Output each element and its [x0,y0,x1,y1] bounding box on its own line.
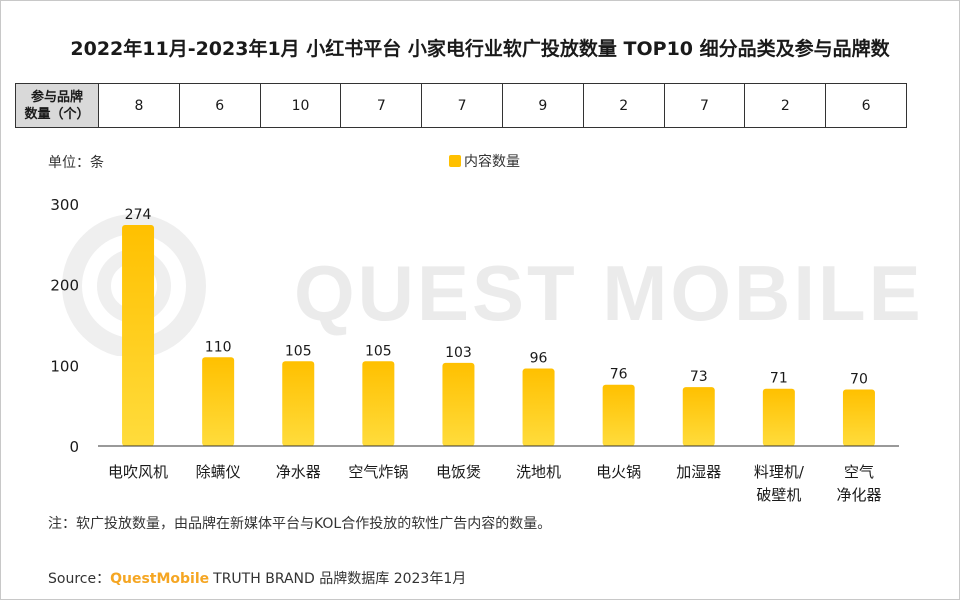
brand-count-cell: 2 [582,83,665,128]
category-label: 电饭煲 [436,463,481,481]
bar-value-label: 70 [850,372,868,388]
bar [762,388,795,446]
category-label: 洗地机 [516,463,561,481]
source-brand: QuestMobile [110,571,210,587]
brand-count-cell: 9 [501,83,584,128]
brand-count-header-line1: 参与品牌 [30,89,83,105]
brand-count-header-line2: 数量（个） [24,106,90,122]
brand-count-cell: 2 [744,83,827,128]
category-label: 破壁机 [756,486,801,504]
bar-value-label: 76 [610,367,628,383]
source-prefix: Source： [48,571,111,587]
bar-value-label: 110 [205,339,232,355]
source-rest: TRUTH BRAND 品牌数据库 2023年1月 [213,571,467,587]
bar-value-label: 105 [285,343,312,359]
unit-label: 单位：条 [48,155,104,171]
page-title: 2022年11月-2023年1月 小红书平台 小家电行业软广投放数量 TOP10… [70,38,890,60]
bars [122,224,875,446]
bar [602,384,635,446]
brand-count-cell: 6 [825,83,907,128]
bar-value-label: 103 [445,345,472,361]
bar [282,361,315,446]
bar [842,389,875,446]
category-label: 加湿器 [676,463,721,481]
bar-value-label: 274 [125,207,152,223]
bar [202,357,235,446]
bar [442,362,475,446]
category-label: 净化器 [836,486,881,504]
category-label: 电吹风机 [108,463,168,481]
y-tick-label: 0 [69,438,79,456]
legend-swatch [449,155,461,167]
bar-value-label: 105 [365,343,392,359]
bar-value-label: 96 [530,351,548,367]
brand-count-header: 参与品牌 数量（个） [15,83,99,128]
source-line: Source： QuestMobile TRUTH BRAND 品牌数据库 20… [48,568,466,588]
value-labels: 274 110 105 105 103 96 76 73 71 70 [125,207,868,388]
legend-label: 内容数量 [464,154,520,170]
y-tick-label: 100 [50,357,79,375]
category-label: 空气 [844,463,874,481]
bar [122,224,155,446]
y-tick-label: 300 [50,196,79,214]
bar [362,361,395,446]
bar [522,368,555,446]
brand-count-cell: 7 [421,83,503,128]
brand-count-table: 参与品牌 数量（个） 8 6 10 7 7 9 2 7 2 6 [15,83,907,128]
category-label: 空气炸锅 [348,463,408,481]
brand-count-row: 参与品牌 数量（个） 8 6 10 7 7 9 2 7 2 6 [15,83,907,128]
brand-count-cell: 10 [259,83,342,128]
y-tick-label: 200 [50,277,79,295]
category-label: 除螨仪 [196,463,241,481]
y-axis: 300 200 100 0 [50,196,79,456]
brand-count-cell: 7 [340,83,423,128]
bar-value-label: 73 [690,369,708,385]
footnote: 注：软广投放数量，由品牌在新媒体平台与KOL合作投放的软性广告内容的数量。 [48,516,552,532]
category-label: 料理机/ [754,463,805,481]
bar [682,387,715,446]
category-label: 净水器 [276,463,321,481]
bar-value-label: 71 [770,371,788,387]
category-label: 电火锅 [596,463,641,481]
legend: 内容数量 [449,151,520,171]
